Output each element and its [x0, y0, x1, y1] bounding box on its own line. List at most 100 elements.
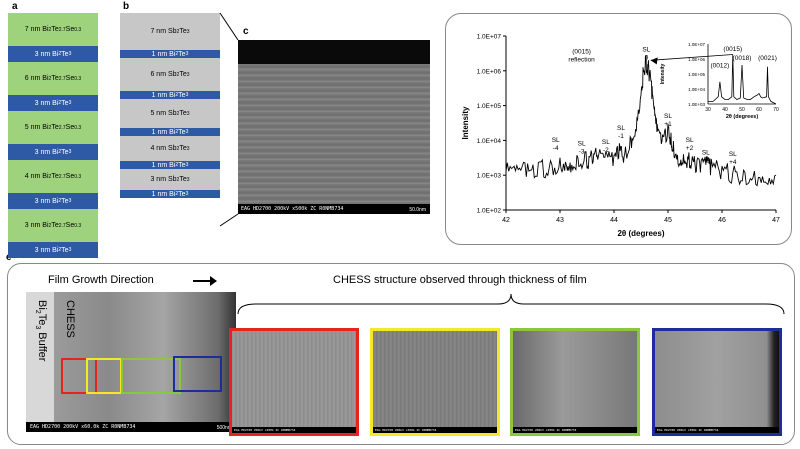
xrd-chart-svg: 42 43 44 45 46 47 1.0E+02 1.0E+03 1.0E+04 1.0E+05… — [461, 34, 780, 239]
y-tick-label: 1.0E+05 — [477, 103, 502, 110]
layer-text: 0.3 — [74, 75, 82, 82]
tem-layered-region — [238, 64, 430, 204]
layer-text: Se — [65, 75, 75, 82]
overview-info-text: EAG HD2700 200kV x60.0k ZC R0NMB734 — [30, 424, 136, 430]
layer-text: 3 nm Bi — [24, 222, 49, 229]
layer-text: 2.7 — [58, 124, 66, 131]
panel-b-layer-stack: 7 nm Sb 2 Te 3 1 nm Bi 2 Te 3 6 nm Sb 2 Te 3 1 nm Bi… — [120, 13, 220, 198]
zoom-info-yellow: EAG HD2700 200kV x300k ZC R0NMB734 — [373, 427, 497, 433]
layer-text: Te — [179, 28, 187, 35]
layer-text: 3 nm Bi — [34, 148, 59, 156]
inset-y-tick-label: 1.0E+04 — [688, 87, 705, 92]
layer-text: Te — [51, 173, 59, 180]
layer-text: 2 — [48, 222, 52, 229]
panel-b-layer: 1 nm Bi 2 Te 3 — [120, 128, 220, 136]
roi-green — [121, 358, 181, 394]
zoom-info-green: EAG HD2700 200kV x300k ZC R0NMB734 — [513, 427, 637, 433]
layer-text: 2 — [58, 149, 62, 155]
layer-text: 0.3 — [74, 26, 82, 33]
arrow-head-icon — [650, 57, 658, 65]
layer-text: 3 nm Sb — [150, 176, 177, 183]
layer-text: Te — [61, 50, 69, 58]
tem-dark-region — [238, 40, 430, 64]
zoom-connector-lines — [219, 12, 239, 227]
layer-text: 4 nm Bi — [24, 173, 49, 180]
y-tick-label: 1.0E+06 — [477, 68, 502, 75]
panel-a-layer: 3 nm Bi 2 Te 3 — [8, 46, 98, 62]
layer-text: Te — [178, 128, 186, 136]
layer-text: 2 — [48, 75, 52, 82]
panel-b-layer: 3 nm Sb 2 Te 3 — [120, 169, 220, 190]
curly-brace-icon — [237, 293, 785, 315]
layer-text: 7 nm Bi — [24, 26, 49, 33]
zoom-image-yellow-content — [373, 331, 497, 427]
layer-text: 3 — [68, 198, 72, 204]
buffer-label: Bi2Te3 Buffer — [33, 300, 48, 362]
zoom-image-red-content — [232, 331, 356, 427]
inset-x-tick-label: 30 — [705, 107, 711, 113]
layer-text: 3 — [186, 71, 190, 78]
zoom-info-blue: EAG HD2700 200kV x300k ZC R0NMB734 — [655, 427, 779, 433]
zoom-image-blue-content — [655, 331, 779, 427]
layer-text: 1 nm Bi — [151, 128, 176, 136]
layer-text: 3 nm Bi — [34, 197, 59, 205]
peak-annotation: SL — [686, 137, 694, 144]
panel-a-layer: 4 nm Bi 2 Te 2.7 Se 0.3 — [8, 160, 98, 193]
panel-a-layer: 3 nm Bi 2 Te 3 — [8, 144, 98, 160]
tem-scale-text: 50.0nm — [409, 207, 426, 213]
layer-text: 3 — [186, 176, 190, 183]
layer-text: 2 — [175, 162, 179, 168]
inset-x-tick-label: 40 — [722, 107, 728, 113]
peak-annotation: SL — [602, 139, 610, 146]
growth-direction-label: Film Growth Direction — [48, 274, 154, 286]
roi-red — [61, 358, 97, 394]
panel-letter-b: b — [123, 1, 130, 12]
layer-text: Se — [65, 173, 75, 180]
layer-text: Se — [65, 222, 75, 229]
panel-letter-a: a — [12, 1, 18, 12]
panel-b-layer: 4 nm Sb 2 Te 3 — [120, 136, 220, 161]
inset-y-tick-label: 1.0E+06 — [688, 57, 705, 62]
inset-x-tick-label: 50 — [739, 107, 745, 113]
x-tick-label: 46 — [718, 217, 726, 224]
peak-annotation: -1 — [618, 133, 624, 140]
layer-text: 0.3 — [74, 222, 82, 229]
inset-series-line — [708, 54, 777, 105]
zoom-line-bottom — [219, 213, 239, 227]
inset-y-tick-label: 1.0E+03 — [688, 102, 705, 107]
layer-text: Te — [178, 50, 186, 58]
layer-text: 1 nm Bi — [151, 190, 176, 198]
panel-b-layer: 1 nm Bi 2 Te 3 — [120, 91, 220, 99]
peak-annotation: SL — [578, 141, 586, 148]
layer-text: Te — [51, 124, 59, 131]
panel-a-layer: 5 nm Bi 2 Te 2.7 Se 0.3 — [8, 111, 98, 144]
layer-text: 3 — [185, 162, 189, 168]
panel-b-layer: 1 nm Bi 2 Te 3 — [120, 50, 220, 58]
layer-text: 5 nm Sb — [150, 110, 177, 117]
layer-text: 2 — [176, 145, 180, 152]
panel-e-chess-overview: Film Growth Direction CHESS structure ob… — [7, 263, 795, 445]
x-tick-label: 43 — [556, 217, 564, 224]
layer-text: 3 — [185, 191, 189, 197]
layer-text: 3 — [186, 110, 190, 117]
layer-text: 2 — [176, 176, 180, 183]
buffer-region — [26, 292, 54, 422]
peak-annotation: -2 — [603, 147, 609, 154]
zoom-line-top — [219, 12, 239, 41]
layer-text: Te — [179, 110, 187, 117]
peak-annotation: +1 — [664, 121, 672, 128]
layer-text: 2 — [175, 129, 179, 135]
layer-text: 6 nm Sb — [150, 71, 177, 78]
peak-annotation: SL — [664, 113, 672, 120]
inset-peak-label: (0012) — [711, 62, 730, 69]
x-tick-label: 44 — [610, 217, 618, 224]
panel-letter-c: c — [243, 26, 249, 37]
zoom-image-yellow: EAG HD2700 200kV x300k ZC R0NMB734 — [370, 328, 500, 436]
layer-text: 3 nm Bi — [34, 246, 59, 254]
layer-text: 3 — [68, 51, 72, 57]
peak-annotation: (0015) — [572, 48, 591, 55]
inset-peak-label: (0015) — [723, 46, 742, 53]
layer-text: Te — [178, 190, 186, 198]
panel-a-layer: 3 nm Bi 2 Te 3 — [8, 242, 98, 258]
layer-text: 5 nm Bi — [24, 124, 49, 131]
